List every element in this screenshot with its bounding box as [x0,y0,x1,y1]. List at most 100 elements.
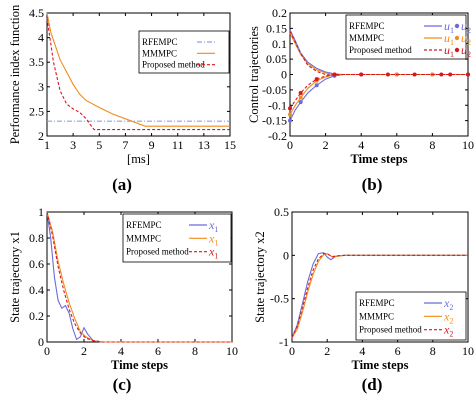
y-tick-label: 0.5 [274,205,289,219]
legend-symbol: u2 [461,19,471,35]
legend: RFEMPC u1 u2 MMMPC u1 u2 Proposed method u1 u2 [345,14,471,60]
x-tick-label: 6 [155,344,161,358]
legend-label: MMMPC [349,33,384,43]
legend-symbol: x1 [208,218,218,234]
series-point [314,83,319,88]
series-point [288,118,292,123]
legend-label: MMMPC [126,233,161,243]
x-tick-label: 4 [358,138,364,152]
legend-symbol: u2 [461,43,471,59]
y-tick-label: -0.05 [262,83,287,97]
x-tick-label: 8 [430,344,436,358]
x-tick-label: 4 [359,344,365,358]
y-tick-label: 0.15 [266,21,287,35]
legend: RFEMPC x2 MMMPC x2 Proposed method x2 [355,291,467,341]
legend-label: RFEMPC [126,220,162,230]
legend-symbol: x1 [208,245,218,261]
chart-panel-4: 0 2 4 6 8 10 -1 -0.5 0 0.5 Time steps State traject… [253,205,474,394]
y-tick-label: 4.5 [29,6,44,20]
series-point [412,72,417,77]
legend-symbol: x2 [443,309,453,325]
legend-symbol: u1 [444,43,454,59]
legend-symbol: u2 [461,31,471,47]
x-tick-label: 6 [395,344,401,358]
series-point [466,72,470,77]
y-tick-label: 0 [281,68,287,82]
y-tick-label: 0.8 [29,231,44,245]
x-tick-label: 0 [44,344,50,358]
y-axis-label: State trajectory x2 [253,231,267,323]
x-tick-label: 8 [192,344,198,358]
legend-box [122,213,232,263]
series-line-3 [291,253,468,338]
x-axis-label: Time steps [350,152,407,166]
y-tick-label: -0.15 [262,114,287,128]
series-point [298,95,303,100]
panel-label: (a) [112,175,132,194]
series-point [359,72,364,77]
series-point [298,90,303,95]
y-tick-label: 0.05 [266,52,287,66]
y-tick-label: -0.2 [268,129,287,143]
legend-label: Proposed method [349,45,412,55]
x-tick-label: 0 [287,138,293,152]
x-tick-label: 3 [70,138,76,152]
x-tick-label: 5 [96,138,102,152]
series-line-3 [46,211,232,343]
series-line-2 [46,12,230,127]
x-tick-label: 7 [122,138,128,152]
legend-label: Proposed method [359,325,422,335]
legend-box [345,14,467,60]
x-tick-label: 4 [118,344,124,358]
x-tick-label: 0 [289,344,295,358]
legend-marker [454,35,460,41]
legend-label: RFEMPC [142,37,178,47]
legend-label: MMMPC [142,48,177,58]
legend-label: Proposed method [142,60,205,70]
series-point [288,112,292,117]
legend-marker [454,23,460,29]
x-axis-label: Time steps [351,358,408,372]
plot-frame [291,211,469,343]
x-tick-label: 1 [44,138,50,152]
legend-label: RFEMPC [349,21,385,31]
series-point [439,72,444,77]
y-tick-label: 3.5 [29,55,44,69]
x-tick-label: 15 [224,138,236,152]
y-tick-label: 0 [283,248,289,262]
y-tick-label: 0.6 [29,257,44,271]
x-tick-label: 10 [226,344,238,358]
x-tick-label: 9 [149,138,155,152]
x-tick-label: 6 [394,138,400,152]
y-tick-label: 2.5 [29,104,44,118]
panel-label: (c) [113,375,132,394]
y-tick-label: 2 [38,129,44,143]
chart-panel-2: 0 2 4 6 8 10-0.2-0.15-0.1-0.0500.050.10.150.2… [247,6,474,194]
legend: RFEMPC x1 MMMPC x1 Proposed method x1 [122,213,232,263]
legend-symbol: u1 [444,31,454,47]
x-tick-label: 2 [81,344,87,358]
series-point [288,106,292,111]
y-tick-label: 0.2 [272,6,287,20]
legend-marker [454,47,460,53]
y-tick-label: 3 [38,80,44,94]
series-point [385,72,390,77]
x-tick-label: 13 [198,138,210,152]
legend-symbol: x2 [443,323,453,339]
x-tick-label: 10 [462,344,474,358]
x-tick-label: 2 [324,344,330,358]
y-tick-label: 0.4 [29,283,44,297]
x-tick-label: 2 [323,138,329,152]
y-tick-label: 0.2 [29,309,44,323]
y-tick-label: -0.1 [268,98,287,112]
series-point [314,77,319,82]
y-tick-label: 0.1 [272,37,287,51]
legend-symbol: x2 [443,296,453,312]
y-tick-label: -0.5 [270,292,289,306]
series-line-3 [46,17,230,131]
x-tick-label: 10 [462,138,474,152]
panel-label: (d) [362,375,383,394]
legend-box [355,291,467,341]
